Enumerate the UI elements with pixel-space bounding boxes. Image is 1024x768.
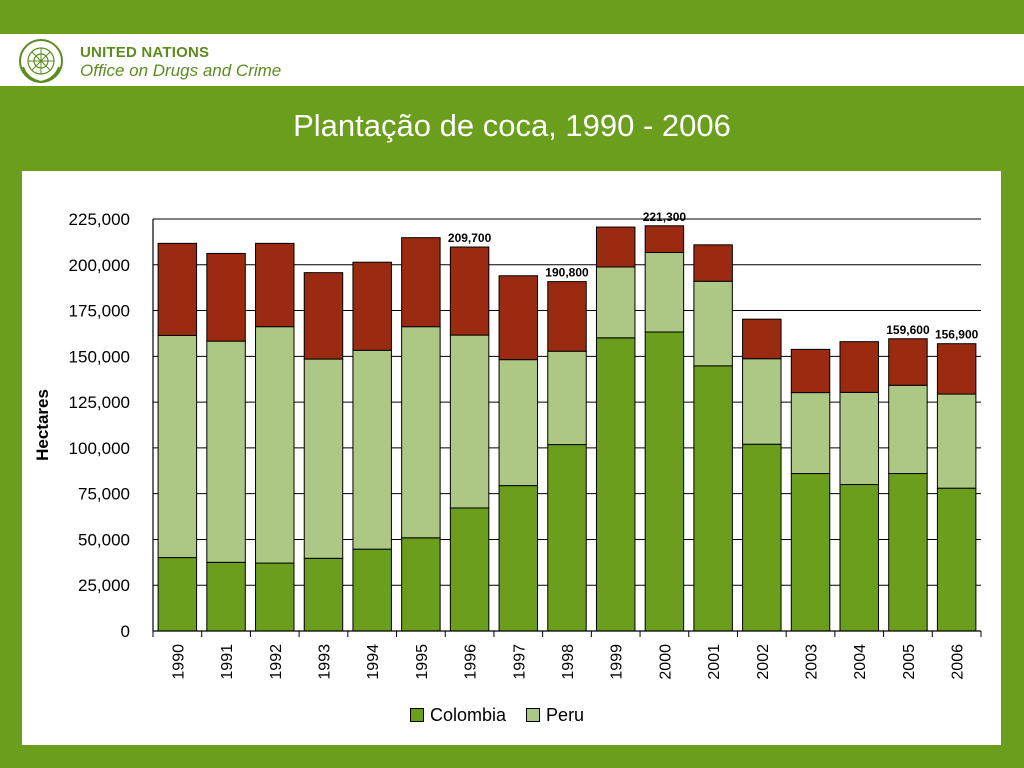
data-label-1998: 190,800 xyxy=(545,266,589,280)
bar-peru-1993 xyxy=(303,358,344,559)
org-subtitle: Office on Drugs and Crime xyxy=(80,61,282,80)
y-tick-label: 150,000 xyxy=(69,347,130,366)
bar-series-2-1996 xyxy=(449,246,490,336)
x-tick-label: 1993 xyxy=(316,644,333,680)
bar-colombia-2006 xyxy=(936,487,977,632)
bar-colombia-2004 xyxy=(839,484,879,632)
x-tick-label: 1995 xyxy=(414,644,431,680)
slide-title: Plantação de coca, 1990 - 2006 xyxy=(293,108,731,143)
x-tick-label: 1992 xyxy=(268,644,285,680)
y-tick-label: 200,000 xyxy=(69,256,130,275)
bar-peru-2005 xyxy=(888,384,928,475)
x-tick-label: 1997 xyxy=(511,644,528,680)
y-tick-label: 25,000 xyxy=(78,576,130,595)
bar-series-2-2006 xyxy=(936,343,977,395)
bar-series-2-1990 xyxy=(157,242,198,336)
top-band xyxy=(0,0,1024,34)
legend-label-peru: Peru xyxy=(546,704,585,725)
bar-colombia-1995 xyxy=(401,537,441,632)
y-tick-label: 0 xyxy=(121,622,130,641)
data-label-2000: 221,300 xyxy=(643,210,687,224)
bar-peru-2002 xyxy=(742,358,782,445)
x-tick-label: 2000 xyxy=(657,644,674,680)
bar-colombia-2000 xyxy=(644,331,685,632)
bar-series-2-1997 xyxy=(498,275,539,361)
x-tick-label: 1994 xyxy=(365,644,382,680)
bar-colombia-2005 xyxy=(888,473,928,632)
bar-peru-1999 xyxy=(595,266,636,339)
bar-peru-2003 xyxy=(790,392,831,475)
bar-series-2-2004 xyxy=(839,341,879,393)
bar-colombia-1997 xyxy=(498,485,539,632)
y-tick-label: 125,000 xyxy=(69,393,130,412)
bar-series-2-1999 xyxy=(595,226,636,268)
bar-colombia-1990 xyxy=(157,557,198,632)
y-tick-label: 75,000 xyxy=(78,485,130,504)
legend-item-colombia: Colombia xyxy=(410,705,506,726)
bar-series-2-2000 xyxy=(644,225,685,254)
y-tick-label: 225,000 xyxy=(69,210,130,229)
bar-peru-2000 xyxy=(644,252,685,333)
bar-series-2-1995 xyxy=(401,237,441,328)
bar-colombia-1994 xyxy=(352,548,392,632)
bar-colombia-1991 xyxy=(206,561,246,632)
x-tick-label: 2002 xyxy=(755,644,772,680)
bar-series-2-1998 xyxy=(547,281,587,352)
x-tick-label: 2003 xyxy=(804,644,821,680)
data-label-1996: 209,700 xyxy=(448,231,492,245)
y-tick-label: 50,000 xyxy=(78,530,130,549)
x-tick-label: 2005 xyxy=(901,644,918,680)
bar-colombia-2003 xyxy=(790,473,831,632)
bar-peru-2001 xyxy=(693,280,733,367)
bar-series-2-2005 xyxy=(888,338,928,386)
x-tick-label: 1996 xyxy=(463,644,480,680)
bar-peru-1998 xyxy=(547,350,587,446)
legend-item-peru: Peru xyxy=(526,705,584,726)
bar-peru-1995 xyxy=(401,326,441,539)
header-bar xyxy=(0,34,1024,86)
x-tick-label: 1991 xyxy=(219,644,236,680)
x-tick-label: 2001 xyxy=(706,644,723,680)
legend-swatch-colombia xyxy=(410,708,424,722)
bar-series-2-2003 xyxy=(790,348,831,394)
bar-colombia-1999 xyxy=(595,337,636,632)
bar-series-2-1991 xyxy=(206,252,246,342)
bar-series-2-1994 xyxy=(352,261,392,351)
un-emblem-icon xyxy=(19,39,63,84)
bar-colombia-1996 xyxy=(449,507,490,632)
x-tick-label: 1998 xyxy=(560,644,577,680)
y-tick-label: 175,000 xyxy=(69,302,130,321)
y-axis-label: Hectares xyxy=(33,389,52,461)
org-name: UNITED NATIONS xyxy=(80,44,210,61)
legend-swatch-peru xyxy=(526,708,541,722)
bar-peru-1991 xyxy=(206,340,246,563)
bar-series-2-1993 xyxy=(303,272,344,360)
bar-colombia-2001 xyxy=(693,365,733,632)
bar-peru-2004 xyxy=(839,391,879,486)
data-label-2005: 159,600 xyxy=(886,323,930,337)
bar-colombia-2002 xyxy=(742,443,782,632)
bar-peru-1990 xyxy=(157,334,198,559)
data-label-2006: 156,900 xyxy=(935,328,979,342)
bar-colombia-1993 xyxy=(303,557,344,632)
y-tick-label: 100,000 xyxy=(69,439,130,458)
bar-series-2-1992 xyxy=(255,242,295,328)
bar-colombia-1998 xyxy=(547,444,587,632)
bar-peru-1992 xyxy=(255,326,295,564)
bar-peru-1997 xyxy=(498,359,539,487)
legend-label-colombia: Colombia xyxy=(430,704,507,725)
x-tick-label: 2004 xyxy=(852,644,869,680)
x-tick-label: 1999 xyxy=(609,644,626,680)
bar-colombia-1992 xyxy=(255,562,295,632)
x-tick-label: 1990 xyxy=(170,644,187,680)
x-tick-label: 2006 xyxy=(950,644,967,680)
chart-legend: Colombia Peru xyxy=(410,705,584,725)
bar-series-2-2002 xyxy=(742,318,782,360)
bar-peru-1994 xyxy=(352,349,392,550)
bar-peru-2006 xyxy=(936,393,977,489)
bar-series-2-2001 xyxy=(693,244,733,282)
bar-peru-1996 xyxy=(449,334,490,509)
